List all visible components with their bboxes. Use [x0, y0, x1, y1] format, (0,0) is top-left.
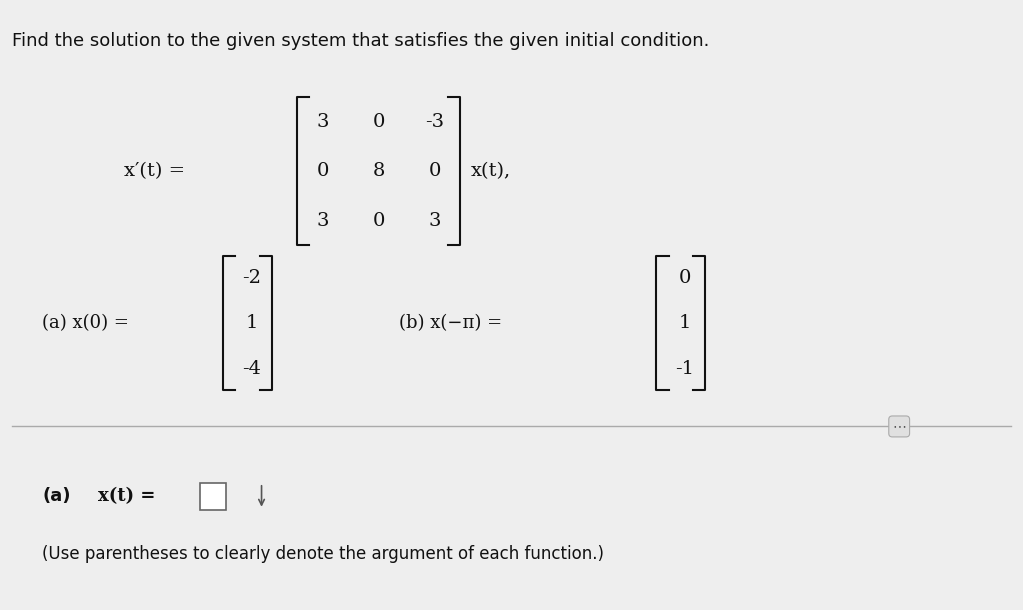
Text: 1: 1: [246, 314, 258, 332]
Text: -1: -1: [675, 360, 695, 378]
Text: 0: 0: [429, 162, 441, 181]
Text: -3: -3: [426, 113, 445, 131]
Text: 0: 0: [678, 268, 692, 287]
Text: 1: 1: [678, 314, 692, 332]
Text: 0: 0: [316, 162, 329, 181]
Text: 0: 0: [372, 113, 385, 131]
Text: ⋯: ⋯: [892, 420, 906, 434]
Text: (b) x(−π) =: (b) x(−π) =: [399, 314, 502, 332]
Text: 3: 3: [429, 212, 441, 230]
Text: x′(t) =: x′(t) =: [124, 162, 185, 181]
Text: -2: -2: [241, 268, 261, 287]
Text: -4: -4: [241, 360, 261, 378]
Bar: [201, 483, 226, 509]
Text: x(t),: x(t),: [471, 162, 510, 181]
Text: (a): (a): [42, 487, 71, 505]
Text: 0: 0: [372, 212, 385, 230]
Text: 3: 3: [316, 212, 329, 230]
Text: Find the solution to the given system that satisfies the given initial condition: Find the solution to the given system th…: [11, 32, 709, 50]
Text: 3: 3: [316, 113, 329, 131]
Text: (Use parentheses to clearly denote the argument of each function.): (Use parentheses to clearly denote the a…: [42, 545, 605, 563]
Text: 8: 8: [372, 162, 385, 181]
Text: x(t) =: x(t) =: [98, 487, 155, 505]
Text: (a) x(0) =: (a) x(0) =: [42, 314, 129, 332]
